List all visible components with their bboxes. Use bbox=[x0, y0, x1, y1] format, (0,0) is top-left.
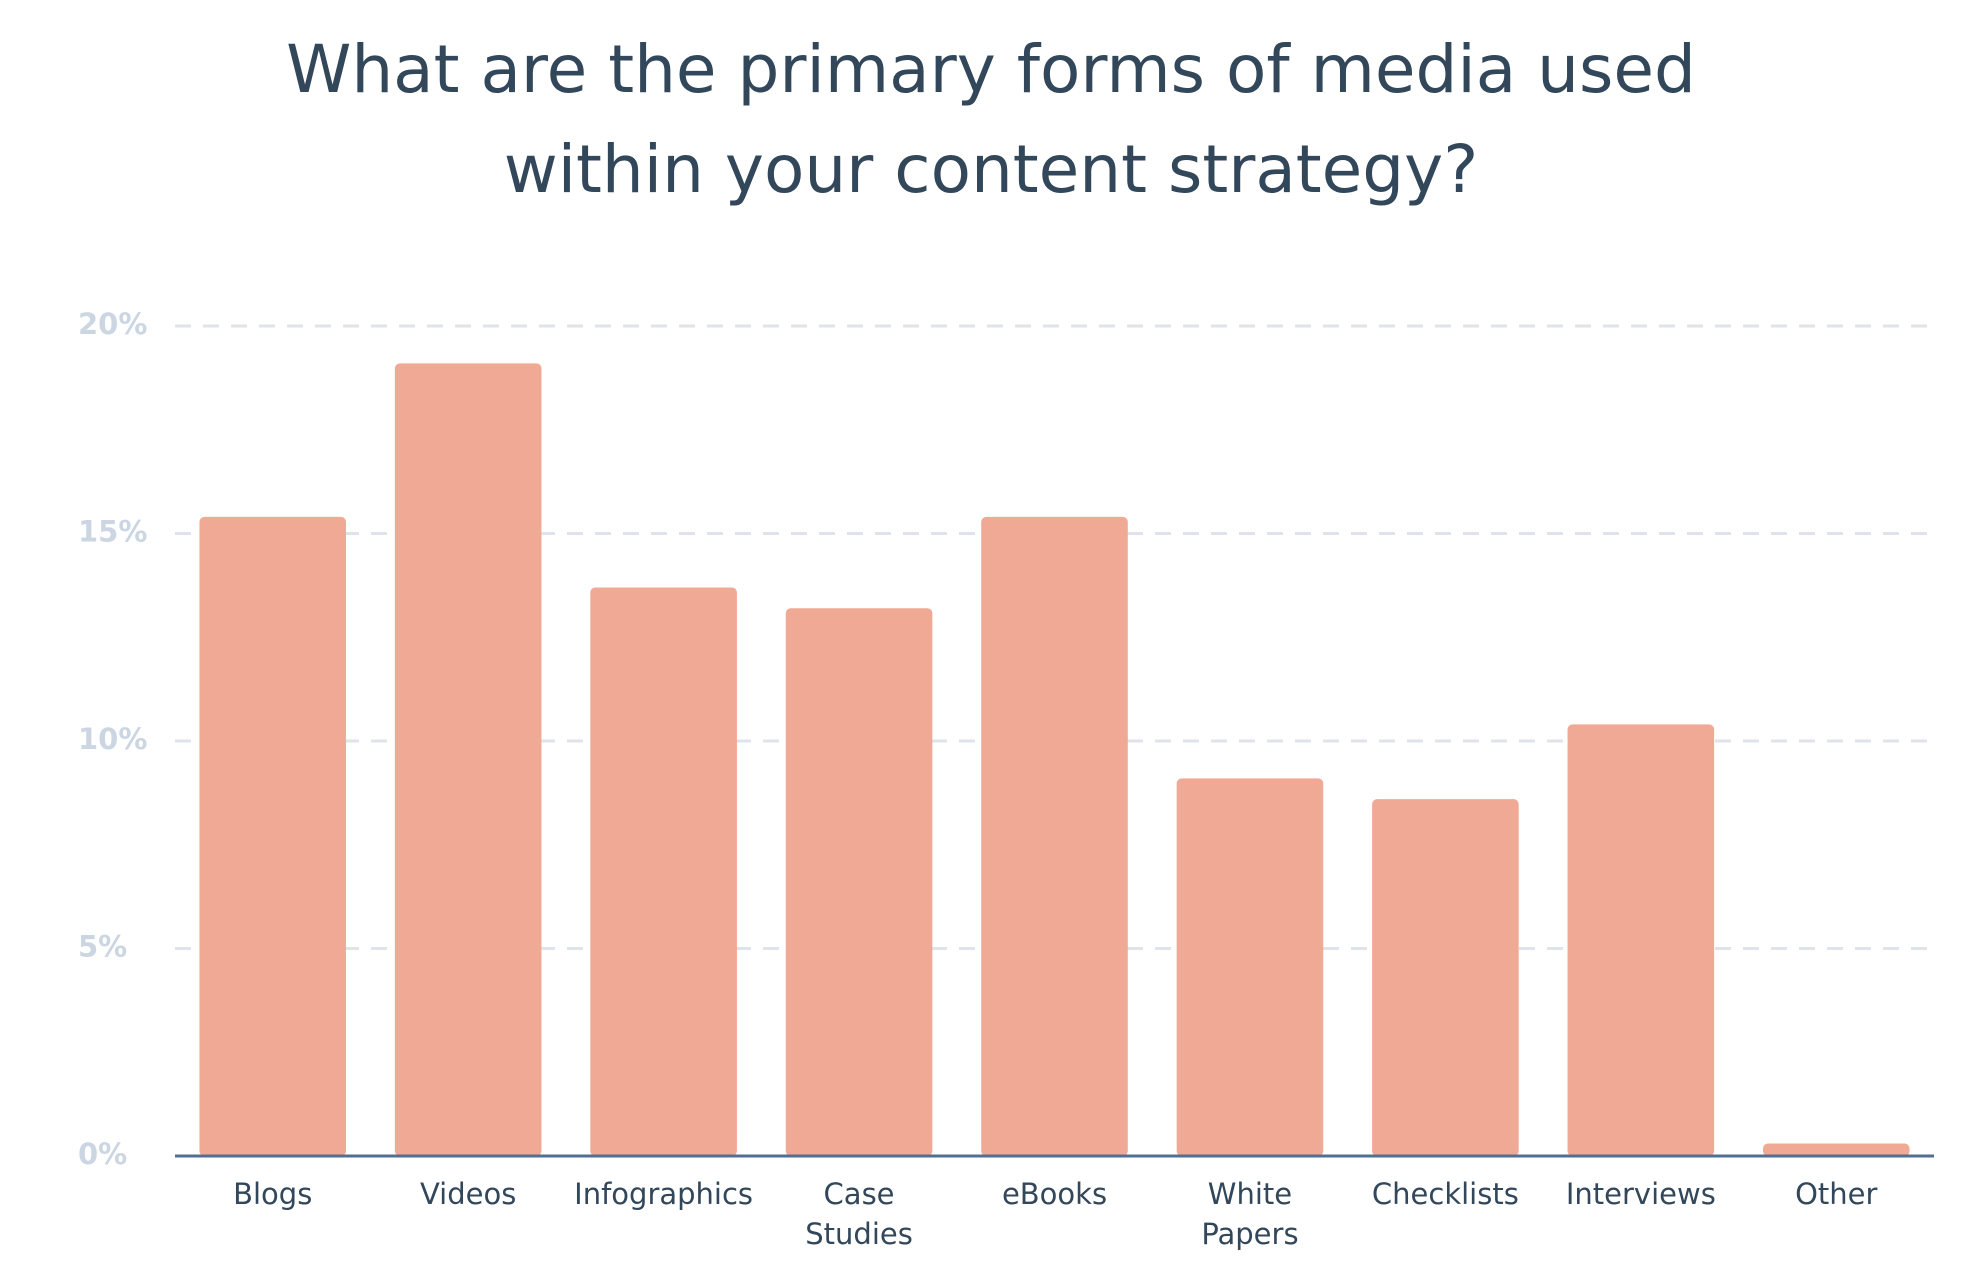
bar bbox=[590, 587, 737, 1156]
y-tick-label: 15% bbox=[78, 515, 147, 549]
bar bbox=[981, 516, 1128, 1156]
y-tick-label: 0% bbox=[78, 1137, 127, 1171]
bar bbox=[785, 608, 933, 1156]
x-tick-label: eBooks bbox=[1001, 1177, 1108, 1211]
x-tick-label: Interviews bbox=[1565, 1177, 1716, 1211]
x-tick-label: Checklists bbox=[1371, 1177, 1519, 1211]
x-tick-label: Blogs bbox=[233, 1177, 313, 1211]
x-tick-label: Case Studies bbox=[805, 1177, 913, 1251]
bar bbox=[199, 516, 347, 1156]
bar bbox=[1372, 799, 1519, 1156]
x-tick-label: Other bbox=[1795, 1177, 1878, 1211]
y-tick-label: 10% bbox=[78, 722, 147, 756]
x-tick-label: White Papers bbox=[1201, 1177, 1299, 1251]
x-tick-label: Videos bbox=[419, 1177, 517, 1211]
bar bbox=[1176, 778, 1324, 1156]
x-tick-label: Infographics bbox=[574, 1177, 754, 1211]
y-tick-label: 20% bbox=[78, 307, 147, 341]
bar bbox=[1567, 724, 1715, 1156]
y-tick-label: 5% bbox=[78, 930, 127, 964]
bar bbox=[1762, 1143, 1910, 1156]
bar bbox=[394, 363, 542, 1157]
chart-title: What are the primary forms of media used… bbox=[286, 31, 1696, 208]
